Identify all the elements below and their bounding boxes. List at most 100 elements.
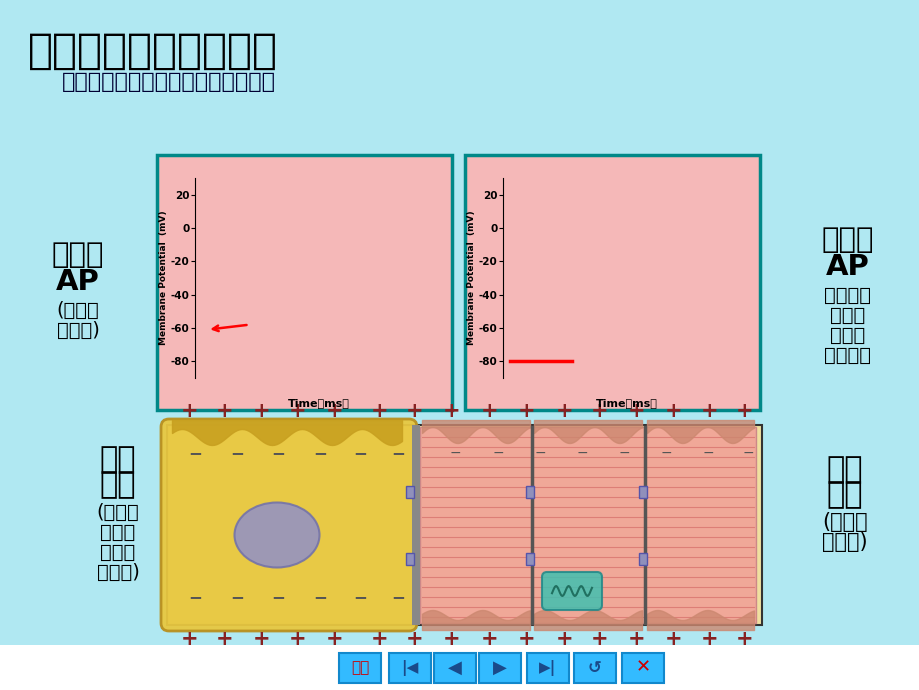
Text: +: + [735,401,753,421]
Text: −: − [353,588,367,606]
Text: 房室结): 房室结) [56,320,99,339]
Text: 心肌细胞分类：有无自律性或收缩性: 心肌细胞分类：有无自律性或收缩性 [62,72,276,92]
Text: 一、心肌细胞的电活动: 一、心肌细胞的电活动 [28,30,278,72]
Text: −: − [701,446,713,460]
Text: +: + [628,401,645,421]
Bar [639,553,646,565]
Text: +: + [370,401,389,421]
Text: −: − [742,446,753,460]
Text: −: − [353,444,367,462]
Text: −: − [271,588,285,606]
Bar [464,155,759,410]
Text: （心室肌: （心室肌 [823,286,870,304]
Text: +: + [556,401,573,421]
Text: +: + [216,629,233,649]
Text: +: + [181,401,199,421]
Bar [527,653,568,682]
Text: +: + [517,629,535,649]
Bar [405,486,414,498]
FancyBboxPatch shape [161,419,416,631]
Text: +: + [628,629,645,649]
Text: +: + [443,401,460,421]
Text: +: + [406,401,424,421]
Bar [526,486,533,498]
Text: +: + [289,401,306,421]
Text: −: − [187,444,201,462]
Text: −: − [575,446,587,460]
Text: +: + [700,629,718,649]
Text: −: − [391,588,404,606]
Text: 心房肌): 心房肌) [822,532,867,552]
Text: +: + [700,401,718,421]
Text: +: + [481,401,498,421]
Bar [157,155,451,410]
Text: 浦肯野: 浦肯野 [830,326,865,344]
Bar [526,553,533,565]
Bar [167,425,761,625]
Text: Time（ms）: Time（ms） [595,398,657,408]
Text: +: + [556,629,573,649]
Bar [420,427,755,623]
Text: +: + [289,629,306,649]
Bar [621,653,664,682]
Bar [639,486,646,498]
Text: +: + [591,629,608,649]
Bar [0,645,919,690]
Text: +: + [664,401,682,421]
Text: −: − [534,446,545,460]
Text: Time（ms）: Time（ms） [288,398,349,408]
Text: 房室束: 房室束 [100,542,135,562]
Bar [412,425,420,625]
Text: +: + [406,629,424,649]
Text: 自律: 自律 [99,446,136,475]
Text: +: + [664,629,682,649]
Text: ↺: ↺ [587,658,601,676]
Bar [389,653,430,682]
Text: 快反应: 快反应 [821,226,873,254]
Text: +: + [253,401,270,421]
Text: +: + [326,401,344,421]
Text: −: − [230,588,244,606]
Text: +: + [735,629,753,649]
Bar [434,653,475,682]
Text: −: − [391,444,404,462]
Text: AP: AP [56,268,100,296]
Text: −: − [230,444,244,462]
Y-axis label: Membrane Potential  (mV): Membrane Potential (mV) [159,210,167,345]
Text: |◀: |◀ [401,660,418,676]
Bar [405,553,414,565]
FancyBboxPatch shape [541,572,601,610]
Text: +: + [326,629,344,649]
Text: ▶|: ▶| [539,660,556,676]
Ellipse shape [234,502,319,567]
Y-axis label: Membrane Potential  (mV): Membrane Potential (mV) [466,210,475,345]
Text: −: − [187,588,201,606]
Text: 浦肯野): 浦肯野) [96,562,140,582]
Text: ◀: ◀ [448,658,461,676]
Text: −: − [312,444,326,462]
Text: −: − [618,446,630,460]
Text: 心肌: 心肌 [826,480,862,509]
Text: AP: AP [825,253,869,281]
Bar [573,653,616,682]
Text: (窦房结: (窦房结 [57,301,99,319]
Text: (窦房结: (窦房结 [96,502,139,522]
Text: 慢反应: 慢反应 [51,241,104,269]
Text: +: + [370,629,389,649]
Text: 房室束）: 房室束） [823,346,870,364]
Text: +: + [481,629,498,649]
Text: +: + [443,629,460,649]
Text: 工作: 工作 [826,455,862,484]
Text: +: + [253,629,270,649]
Bar [338,653,380,682]
Text: 心房肌: 心房肌 [830,306,865,324]
Text: 目录: 目录 [350,660,369,675]
Text: +: + [591,401,608,421]
Text: −: − [271,444,285,462]
Text: +: + [216,401,233,421]
Text: −: − [660,446,671,460]
Text: −: − [448,446,460,460]
Text: −: − [492,446,504,460]
Text: (心室肌: (心室肌 [822,512,867,532]
Text: −: − [312,588,326,606]
